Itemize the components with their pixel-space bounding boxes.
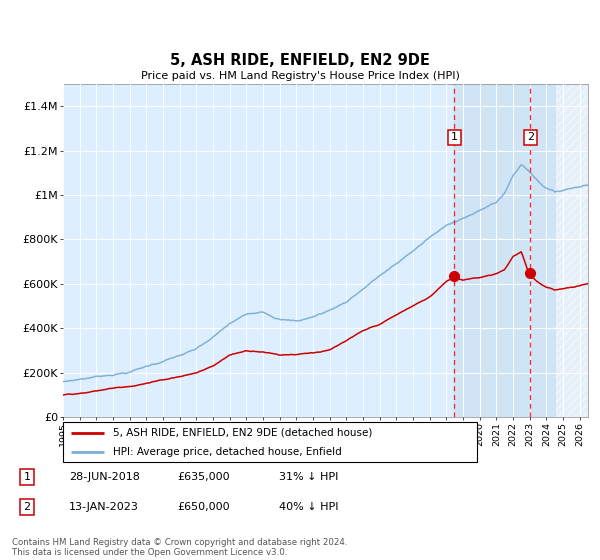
Text: 13-JAN-2023: 13-JAN-2023 xyxy=(69,502,139,512)
Text: 40% ↓ HPI: 40% ↓ HPI xyxy=(279,502,338,512)
Text: 5, ASH RIDE, ENFIELD, EN2 9DE: 5, ASH RIDE, ENFIELD, EN2 9DE xyxy=(170,53,430,68)
Text: Contains HM Land Registry data © Crown copyright and database right 2024.
This d: Contains HM Land Registry data © Crown c… xyxy=(12,538,347,557)
Bar xyxy=(454,84,588,417)
Text: 31% ↓ HPI: 31% ↓ HPI xyxy=(279,472,338,482)
FancyBboxPatch shape xyxy=(63,422,477,462)
Text: 2: 2 xyxy=(23,502,31,512)
Text: £635,000: £635,000 xyxy=(177,472,230,482)
Text: £650,000: £650,000 xyxy=(177,502,230,512)
Bar xyxy=(556,84,588,417)
Text: 5, ASH RIDE, ENFIELD, EN2 9DE (detached house): 5, ASH RIDE, ENFIELD, EN2 9DE (detached … xyxy=(113,428,372,438)
Text: 28-JUN-2018: 28-JUN-2018 xyxy=(69,472,140,482)
Text: HPI: Average price, detached house, Enfield: HPI: Average price, detached house, Enfi… xyxy=(113,447,341,457)
Text: Price paid vs. HM Land Registry's House Price Index (HPI): Price paid vs. HM Land Registry's House … xyxy=(140,71,460,81)
Text: 1: 1 xyxy=(23,472,31,482)
Text: 1: 1 xyxy=(451,132,458,142)
Text: 2: 2 xyxy=(527,132,534,142)
